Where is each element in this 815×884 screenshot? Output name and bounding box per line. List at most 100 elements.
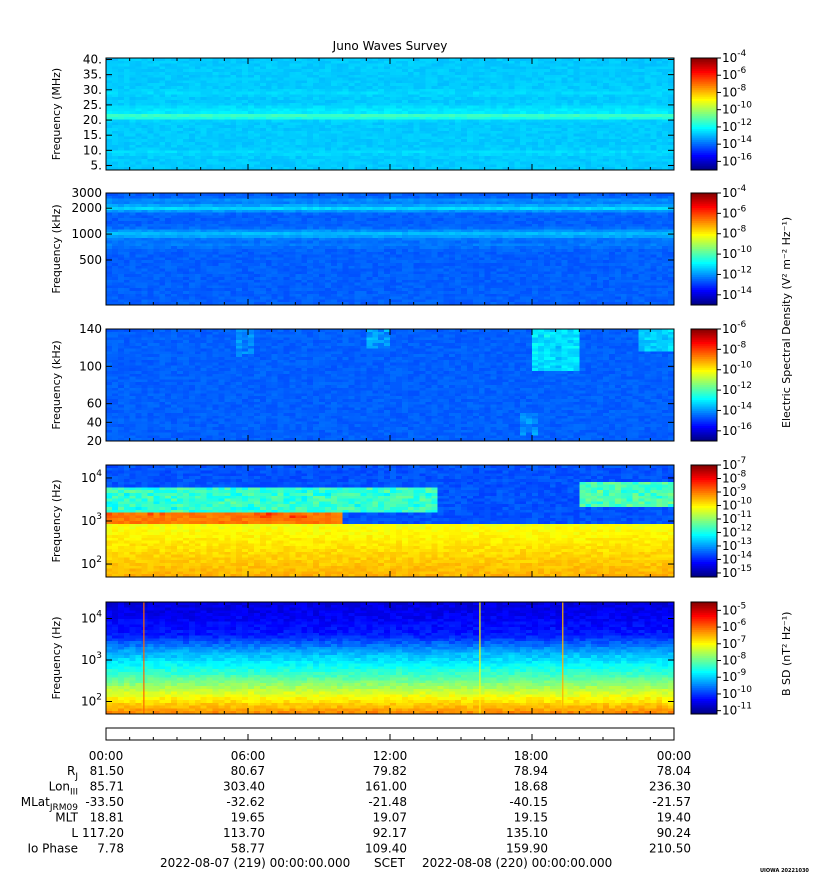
magnetic-colorbar-label: B SD (nT² Hz⁻¹) <box>780 612 793 696</box>
colorbar-tick-label: 10-5 <box>722 601 746 617</box>
spectrogram-panels: 5.10.15.20.25.30.35.40. Frequency (MHz) 10… <box>50 49 752 718</box>
colorbar-tick-label: 10-10 <box>722 101 752 117</box>
ephemeris-value: 109.40 <box>365 842 407 856</box>
ephemeris-value: 117.20 <box>82 826 124 840</box>
y-axis-label: Frequency (Hz) <box>50 617 63 700</box>
ephemeris-value: 19.40 <box>657 811 691 825</box>
y-tick-label: 15. <box>83 128 102 142</box>
ephemeris-value: 303.40 <box>223 780 265 794</box>
ephemeris-value: 78.94 <box>514 764 548 778</box>
y-tick-label: 10. <box>83 143 102 157</box>
ephemeris-value: -33.50 <box>85 795 124 809</box>
y-tick-label: 20. <box>83 113 102 127</box>
colorbar-tick-label: 10-8 <box>722 652 747 668</box>
ephemeris-value: 19.07 <box>373 811 407 825</box>
ephemeris-value: 85.71 <box>90 780 124 794</box>
ephemeris-value: -32.62 <box>226 795 265 809</box>
electric-colorbar-label: Electric Spectral Density (V² m⁻² Hz⁻¹) <box>780 217 793 428</box>
ephemeris-value: 113.70 <box>223 826 265 840</box>
y-tick-label: 140 <box>79 322 102 336</box>
ephemeris-row-label: MLT <box>55 811 78 825</box>
colorbar-tick-label: 10-14 <box>722 401 752 417</box>
ephemeris-value: -21.57 <box>652 795 691 809</box>
y-tick-label: 103 <box>81 512 102 528</box>
y-tick-label: 40. <box>83 53 102 67</box>
colorbar-tick-label: 10-11 <box>722 702 752 718</box>
time-tick-label: 00:00 <box>657 749 692 763</box>
colorbar-tick-label: 10-4 <box>722 184 747 200</box>
end-time-label: 2022-08-08 (220) 00:00:00.000 <box>422 856 612 870</box>
colorbar-tick-label: 10-6 <box>722 320 747 336</box>
y-axis-label: Frequency (kHz) <box>50 204 63 293</box>
colorbar-tick-label: 10-15 <box>722 564 752 580</box>
panel-1: 5.10.15.20.25.30.35.40. Frequency (MHz) 10… <box>50 49 752 172</box>
ephemeris-row-label: L <box>71 826 78 840</box>
y-tick-label: 60 <box>87 397 102 411</box>
y-tick-label: 35. <box>83 68 102 82</box>
panel-5: 102 103 104 Frequency (Hz) 10-510-610-710-81… <box>50 601 752 717</box>
ephemeris-row-label: Io Phase <box>27 842 78 856</box>
y-tick-label: 25. <box>83 98 102 112</box>
colorbar-tick-label: 10-6 <box>722 66 747 82</box>
ephemeris-value: 210.50 <box>649 842 691 856</box>
time-tick-label: 00:00 <box>89 749 124 763</box>
ephemeris-row-label: LonIII <box>49 780 78 798</box>
time-tick-label: 18:00 <box>514 749 549 763</box>
spectrogram-heatmap <box>106 193 675 306</box>
ephemeris-value: 135.10 <box>506 826 548 840</box>
colorbar-tick-label: 10-14 <box>722 286 752 302</box>
colorbar: 10-6 10-8 10-10 10-12 10-14 10-16 <box>691 320 752 442</box>
colorbar-tick-label: 10-10 <box>722 361 752 377</box>
y-tick-label: 5. <box>91 158 102 172</box>
y-tick-label: 2000 <box>71 201 102 215</box>
colorbar-tick-label: 10-8 <box>722 225 747 241</box>
ephemeris-value: 78.04 <box>657 764 691 778</box>
colorbar-tick-label: 10-12 <box>722 381 752 397</box>
y-tick-label: 20 <box>87 434 102 448</box>
ephemeris-value: 18.68 <box>514 780 548 794</box>
ephemeris-value: 92.17 <box>373 826 407 840</box>
time-tick-label: 12:00 <box>373 749 408 763</box>
y-tick-label: 30. <box>83 83 102 97</box>
colorbar-tick-label: 10-10 <box>722 245 752 261</box>
ephemeris-value: -40.15 <box>509 795 548 809</box>
footer-tag: UIOWA 20221030 <box>760 868 809 874</box>
ephemeris-value: -21.48 <box>368 795 407 809</box>
ephemeris-value: 236.30 <box>649 780 691 794</box>
spectrogram-heatmap <box>106 58 675 171</box>
y-tick-label: 102 <box>81 693 102 709</box>
colorbar-tick-label: 10-8 <box>722 340 747 356</box>
ephemeris-value: 19.65 <box>231 811 265 825</box>
colorbar-tick-label: 10-12 <box>722 118 752 134</box>
y-tick-label: 104 <box>81 469 102 485</box>
y-tick-label: 103 <box>81 651 102 667</box>
colorbar-tick-label: 10-6 <box>722 204 747 220</box>
ephemeris-value: 90.24 <box>657 826 691 840</box>
colorbar-tick-label: 10-8 <box>722 83 747 99</box>
y-tick-label: 104 <box>81 610 102 626</box>
colorbar-tick-label: 10-9 <box>722 668 747 684</box>
colorbar-tick-label: 10-7 <box>722 635 746 651</box>
y-tick-label: 102 <box>81 555 102 571</box>
y-axis-label: Frequency (MHz) <box>50 68 63 160</box>
ephemeris-value: 19.15 <box>514 811 548 825</box>
scet-label: SCET <box>374 856 406 870</box>
colorbar-tick-label: 10-16 <box>722 152 752 168</box>
ephemeris-value: 79.82 <box>373 764 407 778</box>
y-axis-label: Frequency (Hz) <box>50 480 63 563</box>
ephemeris-value: 81.50 <box>90 764 124 778</box>
figure-title: Juno Waves Survey <box>332 39 448 53</box>
ephemeris-value: 80.67 <box>231 764 265 778</box>
ephemeris-value: 159.90 <box>506 842 548 856</box>
y-tick-label: 1000 <box>71 227 102 241</box>
colorbar: 10-4 10-6 10-8 10-10 10-12 10-14 <box>691 184 752 306</box>
ephemeris-value: 161.00 <box>365 780 407 794</box>
spectrogram-heatmap <box>106 602 675 715</box>
colorbar-tick-label: 10-16 <box>722 422 752 438</box>
colorbar-tick-label: 10-12 <box>722 265 752 281</box>
